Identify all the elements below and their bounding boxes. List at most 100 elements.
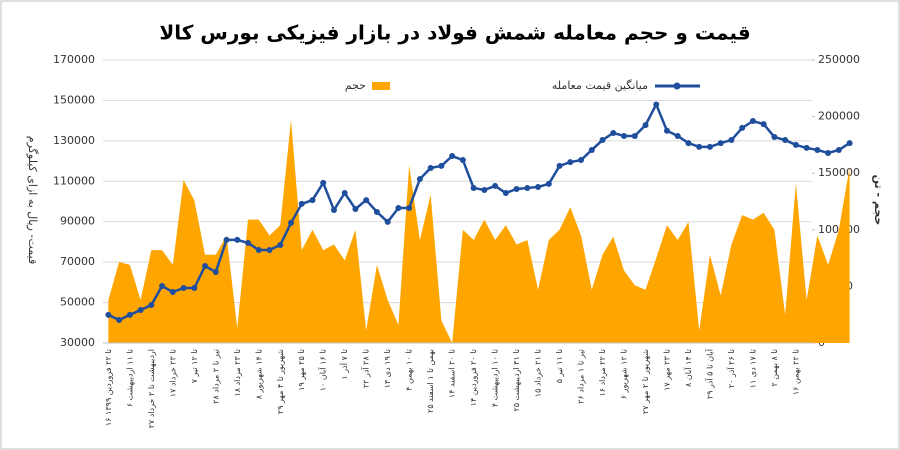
price-point	[792, 141, 799, 148]
price-point	[416, 176, 423, 183]
x-tick-label: ۱۸ تا ۲۳ مرداد	[233, 349, 242, 397]
y2-axis-title: حجم - تن	[872, 175, 885, 226]
price-point	[610, 129, 617, 136]
price-point	[116, 316, 123, 323]
y2-tick-label: 250000	[818, 53, 860, 66]
price-point	[728, 137, 735, 144]
price-point	[706, 143, 713, 150]
x-tick-label: ۲۶ تیر تا ۱ مرداد	[577, 349, 586, 404]
y-axis-title: قیمت- ریال به ازای کیلوگرم	[26, 136, 39, 264]
x-tick-label: ۱۳ تا ۱۹ دی	[383, 349, 392, 388]
price-point	[524, 184, 531, 191]
price-point	[578, 157, 585, 164]
price-point	[341, 190, 348, 197]
x-tick-label: ۱۹ تا ۲۵ مهر	[297, 349, 306, 391]
price-point	[535, 183, 542, 190]
price-point	[266, 247, 273, 254]
legend-label: حجم	[345, 79, 366, 92]
x-tick-label: ۴ تا ۱۰ اردیبهشت	[491, 349, 500, 407]
x-tick-label: ۱۴ تا ۲۰ اسفند	[448, 349, 457, 398]
price-point	[631, 133, 638, 140]
x-tick-label: ۱۶ تا ۲۲ بهمن	[791, 349, 800, 395]
y-tick-label: 170000	[53, 53, 95, 66]
price-point	[481, 186, 488, 193]
price-point	[309, 197, 316, 204]
price-point	[556, 162, 563, 169]
price-point	[567, 159, 574, 166]
legend-swatch	[673, 82, 681, 90]
price-point	[406, 204, 413, 211]
price-point	[696, 143, 703, 150]
price-point	[803, 144, 810, 151]
price-point	[653, 101, 660, 108]
price-point	[320, 179, 327, 186]
price-point	[180, 285, 187, 292]
price-point	[459, 157, 466, 164]
x-tick-label: ۱۷ تا ۲۳ مهر	[662, 349, 671, 391]
x-tick-label: ۷ تا ۱۲ تیر	[190, 349, 199, 383]
price-point	[277, 241, 284, 248]
price-point	[825, 149, 832, 156]
price-point	[330, 206, 337, 213]
x-tick-label: ۱۵ تا ۲۱ خرداد	[534, 349, 543, 397]
price-point	[782, 137, 789, 144]
x-tick-label: ۱ تا ۷ آذر	[339, 349, 349, 380]
price-point	[191, 285, 198, 292]
price-point	[502, 190, 509, 197]
y-tick-label: 130000	[53, 134, 95, 147]
x-tick-label: ۲ تا ۸ بهمن	[770, 349, 779, 387]
price-point	[234, 236, 241, 243]
price-point	[642, 122, 649, 129]
price-point	[373, 209, 380, 216]
y-tick-label: 90000	[60, 215, 95, 228]
x-tick-label: ۶ تا ۱۱ اردیبهشت	[125, 349, 134, 407]
legend: حجم میانگین قیمت معامله	[345, 79, 700, 92]
price-point	[202, 262, 209, 269]
price-point	[255, 247, 262, 254]
price-point	[148, 301, 155, 308]
volume-area	[108, 119, 850, 343]
legend-swatch	[372, 82, 390, 90]
x-tick-label: ۲۲ تا ۲۸ آذر	[361, 349, 371, 388]
price-point	[105, 311, 112, 318]
price-point	[674, 133, 681, 140]
y-tick-label: 50000	[60, 296, 95, 309]
price-point	[298, 200, 305, 207]
price-point	[223, 236, 230, 243]
x-tick-label: ۸ تا ۱۴ شهریور	[254, 349, 263, 399]
x-tick-label: ۸ تا ۱۴ آبان	[683, 349, 693, 387]
price-point	[384, 218, 391, 225]
price-point	[470, 184, 477, 191]
price-point	[545, 180, 552, 187]
price-point	[287, 219, 294, 226]
x-tick-label: ۱۴ تا ۲۰ فروردین	[469, 349, 478, 406]
plot-area: 30000 50000 70000 90000 110000 130000 150000 17…	[53, 53, 860, 428]
price-point	[438, 162, 445, 169]
x-tick-label: ۱۰ تا ۱۶ آبان	[318, 349, 328, 391]
price-point	[137, 307, 144, 314]
x-tick-label: ۲۸ تیر تا ۲ مرداد	[211, 349, 220, 404]
price-point	[363, 197, 370, 204]
x-tick-label: ۴ تا ۱۰ بهمن	[405, 349, 414, 391]
y-tick-label: 30000	[60, 336, 95, 349]
price-point	[663, 127, 670, 134]
price-point	[245, 239, 252, 246]
price-point	[814, 146, 821, 153]
x-tick-label: ۱۱ تا ۱۷ دی	[748, 349, 757, 388]
x-tick-label: ۲۷ اردیبهشت تا ۲ خرداد	[147, 349, 156, 428]
y2-tick-label: 150000	[818, 166, 860, 179]
price-point	[599, 137, 606, 144]
price-point	[621, 133, 628, 140]
y-tick-label: 150000	[53, 93, 95, 106]
y-tick-label: 110000	[53, 174, 95, 187]
price-point	[449, 153, 456, 160]
price-point	[771, 134, 778, 141]
price-point	[492, 182, 499, 189]
x-tick-label: ۲۹ آبان تا ۵ آذر	[704, 348, 714, 399]
price-point	[126, 311, 133, 318]
x-tick-label: ۱۶ تا ۲۲ فروردین ۱۳۹۹	[104, 349, 113, 426]
price-point	[588, 146, 595, 153]
x-tick-label: ۱۶ تا ۲۲ مرداد	[598, 349, 607, 397]
price-point	[717, 140, 724, 147]
